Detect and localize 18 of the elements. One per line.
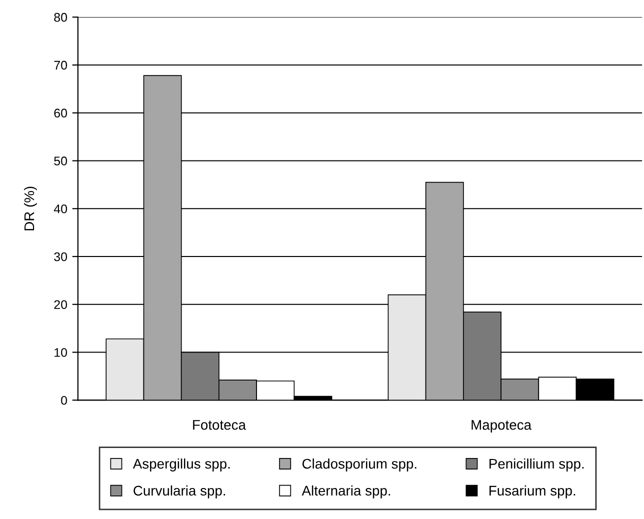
x-tick-label: Mapoteca <box>472 420 532 433</box>
legend-label: Aspergillus spp. <box>132 458 230 472</box>
y-tick-label: 30 <box>54 252 68 262</box>
y-tick-label: 40 <box>54 204 68 214</box>
y-tick-label: 80 <box>54 12 68 22</box>
x-tick-label: Fototeca <box>193 420 246 430</box>
legend-label: Penicillium spp. <box>490 458 584 472</box>
legend-label: Alternaria spp. <box>302 485 390 498</box>
legend-label: Cladosporium spp. <box>302 458 416 472</box>
y-tick-label: 20 <box>54 300 68 310</box>
legend-label: Curvularia spp. <box>134 485 226 498</box>
legend-label: Fusarium spp. <box>490 485 576 498</box>
y-tick-label: 70 <box>54 60 68 70</box>
y-tick-label: 60 <box>54 108 68 118</box>
y-axis-title: DR (%) <box>24 186 37 230</box>
y-tick-label: 10 <box>54 348 68 357</box>
y-tick-label: 0 <box>61 396 68 405</box>
y-tick-label: 50 <box>54 156 68 166</box>
